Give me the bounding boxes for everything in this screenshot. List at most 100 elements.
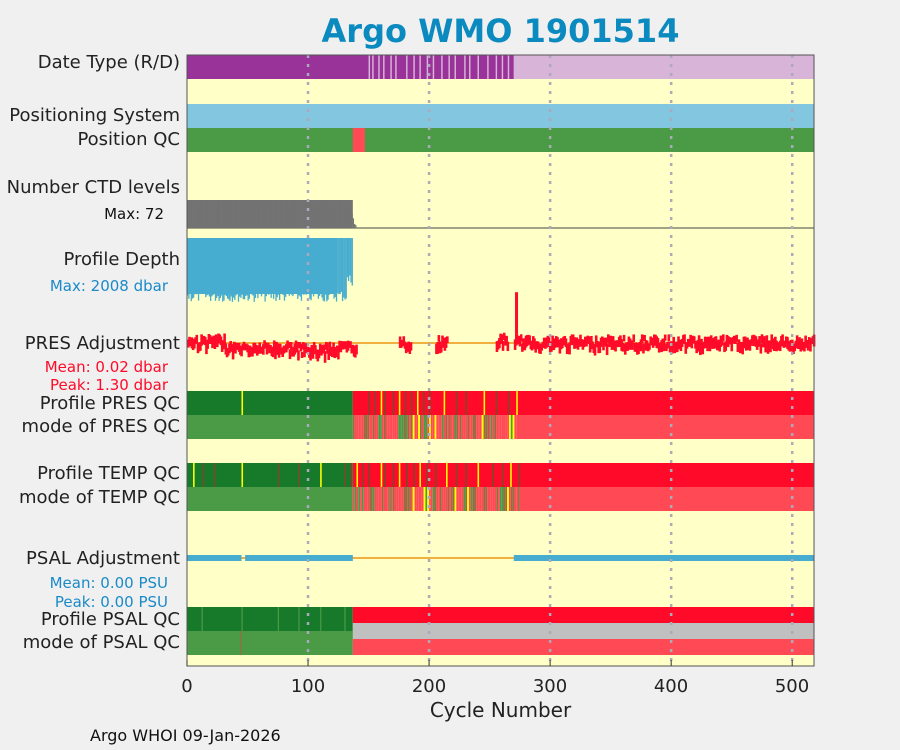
pres-adjustment-mark — [203, 336, 207, 346]
profile-temp-qc-flag — [435, 463, 437, 487]
pres-mean-value: Mean: 0.02 dbar — [44, 358, 168, 376]
mode-temp-qc-mixed-mark — [505, 487, 508, 511]
mode-temp-qc-mixed-mark — [360, 487, 362, 511]
mode-pres-qc-mixed-mark — [507, 415, 509, 439]
profile-depth-mark — [333, 238, 335, 299]
profile-depth-mark — [335, 238, 338, 302]
mode-temp-qc-mixed-mark — [434, 487, 437, 511]
mode-temp-qc-mixed-mark — [403, 487, 406, 511]
mode-temp-qc-mixed-mark — [436, 487, 439, 511]
mode-pres-qc-mixed-mark — [352, 415, 355, 439]
pres-adjustment-mark — [274, 347, 277, 360]
mode-pres-qc-mixed-mark — [383, 415, 386, 439]
mode-pres-qc-mixed-mark — [436, 415, 439, 439]
pres-adjustment-mark — [223, 333, 226, 345]
label-mode-temp-qc: mode of TEMP QC — [18, 487, 180, 508]
profile-temp-qc-flag — [384, 463, 386, 487]
mode-pres-qc-mixed-mark — [374, 415, 377, 439]
mode-temp-qc-mixed-mark — [459, 487, 462, 511]
pres-adjustment-mark — [656, 337, 660, 349]
ctd-levels-mark — [304, 200, 306, 228]
pres-adjustment-mark — [505, 335, 508, 345]
profile-depth-mark — [266, 238, 269, 291]
ctd-levels-mark — [275, 200, 277, 228]
mode-temp-qc-mixed-mark — [372, 487, 375, 511]
pres-adjustment-mark — [626, 342, 629, 351]
mode-temp-qc-mixed-mark — [485, 487, 488, 511]
mode-pres-qc-mixed-mark — [469, 415, 471, 439]
ctd-levels-mark — [214, 200, 217, 228]
ctd-levels-mark — [206, 201, 208, 228]
pres-adjustment-mark — [806, 343, 810, 351]
mode-temp-qc-mixed-mark — [389, 487, 391, 511]
mode-temp-qc-mixed-mark — [405, 487, 408, 511]
profile-temp-qc-flag — [492, 463, 494, 487]
mode-pres-qc-mixed-mark — [508, 415, 511, 439]
ctd-levels-mark — [203, 202, 206, 228]
mode-temp-qc-mixed-mark — [438, 487, 440, 511]
mode-temp-qc-mixed-mark — [508, 487, 511, 511]
ctd-levels-mark — [351, 214, 353, 228]
pres-adjustment-mark — [334, 347, 338, 358]
ctd-levels-mark — [343, 203, 345, 228]
mode-temp-qc-mixed-mark — [510, 487, 513, 511]
pres-adjustment-mark — [355, 344, 358, 355]
profile-pres-qc-flag — [374, 391, 377, 415]
pres-adjustment-mark — [758, 336, 761, 347]
profile-depth-mark — [341, 238, 344, 302]
mode-temp-qc-mixed-mark — [369, 487, 371, 511]
pres-adjustment-mark — [213, 340, 217, 350]
profile-depth-mark — [278, 238, 281, 300]
mode-temp-qc-mixed-mark — [390, 487, 393, 511]
profile-psal-qc-flag — [298, 607, 300, 631]
ctd-levels-mark — [213, 200, 215, 228]
ctd-levels-mark — [247, 200, 249, 228]
pres-adjustment-mark — [799, 340, 803, 352]
ctd-levels-mark — [265, 200, 267, 228]
ctd-levels-mark — [301, 200, 304, 228]
psal-adjustment-bar — [513, 555, 814, 561]
ctd-levels-mark — [239, 200, 241, 228]
ctd-levels-mark — [229, 203, 231, 228]
mode-pres-qc-mixed-mark — [398, 415, 401, 439]
profile-temp-qc-good-bar — [187, 463, 353, 487]
ctd-levels-mark — [303, 202, 305, 228]
profile-depth-mark — [243, 238, 246, 300]
date-type-delayed-flag — [441, 55, 443, 79]
ctd-levels-mark — [269, 202, 271, 228]
mode-temp-qc-mixed-mark — [501, 487, 504, 511]
pres-adjustment-mark — [262, 344, 265, 355]
profile-depth-mark — [297, 238, 299, 299]
pres-adjustment-mark — [590, 336, 593, 345]
profile-depth-mark — [203, 238, 206, 291]
pres-adjustment-mark — [402, 336, 406, 347]
ctd-max-value: Max: 72 — [104, 205, 164, 223]
pres-adjustment-mark — [781, 334, 784, 346]
plot-background — [187, 55, 814, 666]
mode-temp-qc-mixed-mark — [383, 487, 386, 511]
pres-peak-value: Peak: 1.30 dbar — [49, 376, 168, 394]
mode-pres-qc-mixed-mark — [465, 415, 468, 439]
mode-temp-qc-mixed-mark — [489, 487, 491, 511]
ctd-levels-mark — [331, 203, 333, 228]
profile-temp-qc-flag — [477, 463, 480, 487]
profile-depth-mark — [252, 238, 254, 296]
ctd-levels-mark — [335, 202, 338, 228]
ctd-levels-mark — [218, 200, 220, 228]
profile-depth-mark — [303, 238, 305, 295]
label-date-type: Date Type (R/D) — [37, 52, 180, 73]
profile-depth-mark — [339, 238, 341, 294]
profile-depth-mark — [270, 238, 272, 298]
pres-adjustment-mark — [588, 343, 592, 353]
label-position-qc: Position QC — [77, 129, 180, 150]
mode-pres-qc-mixed-mark — [474, 415, 477, 439]
mode-temp-qc-mixed-mark — [445, 487, 448, 511]
mode-temp-qc-mixed-mark — [514, 487, 517, 511]
mode-pres-qc-mixed-mark — [370, 415, 373, 439]
ctd-levels-mark — [299, 202, 301, 228]
profile-depth-mark — [301, 238, 304, 292]
ctd-levels-mark — [254, 203, 256, 228]
profile-depth-mark — [288, 238, 290, 296]
pres-adjustment-mark — [666, 341, 669, 349]
profile-depth-mark — [338, 238, 340, 295]
